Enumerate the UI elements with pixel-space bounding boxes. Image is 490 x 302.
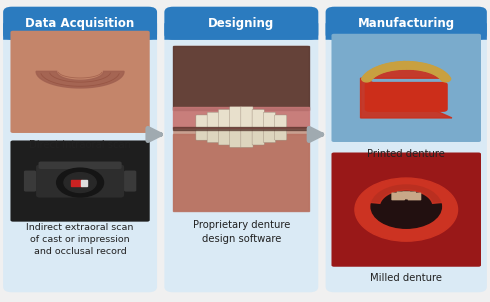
Circle shape — [406, 62, 418, 69]
Circle shape — [380, 64, 392, 71]
FancyBboxPatch shape — [207, 129, 220, 143]
FancyBboxPatch shape — [219, 109, 231, 127]
FancyBboxPatch shape — [241, 129, 253, 147]
FancyBboxPatch shape — [39, 162, 122, 169]
Text: Manufacturing: Manufacturing — [358, 17, 455, 30]
Circle shape — [363, 74, 373, 80]
FancyBboxPatch shape — [326, 7, 487, 292]
Text: Designing: Designing — [208, 17, 274, 30]
Bar — [81, 181, 87, 186]
Text: Proprietary denture
design software: Proprietary denture design software — [193, 220, 290, 244]
FancyBboxPatch shape — [230, 129, 242, 147]
Polygon shape — [173, 127, 310, 130]
FancyBboxPatch shape — [402, 191, 416, 199]
FancyBboxPatch shape — [207, 112, 220, 127]
FancyBboxPatch shape — [365, 82, 448, 112]
Text: Printed denture: Printed denture — [368, 149, 445, 159]
Text: Milled denture: Milled denture — [370, 273, 442, 283]
FancyBboxPatch shape — [164, 7, 318, 292]
FancyBboxPatch shape — [219, 129, 231, 145]
FancyBboxPatch shape — [331, 153, 481, 267]
FancyBboxPatch shape — [24, 171, 36, 191]
Circle shape — [417, 63, 429, 71]
Circle shape — [383, 63, 395, 71]
Circle shape — [430, 68, 441, 75]
FancyBboxPatch shape — [263, 129, 275, 143]
Circle shape — [436, 71, 446, 77]
Bar — [72, 181, 82, 186]
Polygon shape — [173, 46, 310, 111]
FancyBboxPatch shape — [10, 31, 150, 133]
Circle shape — [402, 62, 415, 69]
FancyBboxPatch shape — [173, 46, 310, 211]
FancyBboxPatch shape — [408, 193, 421, 201]
Circle shape — [371, 68, 382, 75]
Circle shape — [367, 71, 377, 77]
Polygon shape — [36, 71, 124, 88]
Polygon shape — [173, 134, 310, 211]
Circle shape — [438, 72, 448, 79]
FancyBboxPatch shape — [326, 23, 487, 40]
Circle shape — [64, 173, 96, 192]
Circle shape — [394, 62, 407, 69]
FancyBboxPatch shape — [397, 191, 410, 199]
Circle shape — [387, 63, 399, 70]
FancyBboxPatch shape — [164, 23, 318, 40]
FancyBboxPatch shape — [252, 129, 264, 145]
Circle shape — [441, 76, 451, 82]
FancyBboxPatch shape — [274, 115, 287, 127]
FancyBboxPatch shape — [196, 115, 208, 127]
FancyBboxPatch shape — [164, 7, 318, 40]
Circle shape — [365, 72, 375, 79]
Circle shape — [377, 65, 389, 72]
Circle shape — [398, 61, 411, 69]
Circle shape — [368, 69, 380, 76]
Circle shape — [424, 65, 436, 72]
Polygon shape — [361, 181, 452, 203]
Circle shape — [433, 69, 443, 76]
Circle shape — [374, 66, 385, 73]
FancyBboxPatch shape — [124, 171, 136, 191]
Circle shape — [362, 76, 372, 82]
FancyBboxPatch shape — [36, 165, 124, 198]
FancyBboxPatch shape — [241, 107, 253, 127]
FancyBboxPatch shape — [252, 109, 264, 127]
Polygon shape — [173, 108, 310, 128]
FancyBboxPatch shape — [3, 7, 157, 40]
FancyBboxPatch shape — [326, 7, 487, 40]
FancyBboxPatch shape — [331, 34, 481, 142]
FancyBboxPatch shape — [3, 23, 157, 40]
Circle shape — [371, 185, 441, 228]
Circle shape — [427, 66, 439, 73]
Circle shape — [57, 168, 103, 197]
Text: Data Acquisition: Data Acquisition — [25, 17, 135, 30]
Circle shape — [355, 178, 458, 241]
Text: Direct intraoral scan: Direct intraoral scan — [29, 140, 131, 150]
FancyBboxPatch shape — [274, 129, 287, 140]
Circle shape — [440, 74, 449, 80]
FancyBboxPatch shape — [392, 192, 405, 200]
Circle shape — [414, 63, 425, 70]
Polygon shape — [361, 63, 452, 118]
FancyBboxPatch shape — [3, 7, 157, 292]
FancyBboxPatch shape — [196, 129, 208, 140]
FancyBboxPatch shape — [230, 107, 242, 127]
FancyBboxPatch shape — [10, 140, 150, 222]
Circle shape — [391, 62, 403, 70]
FancyBboxPatch shape — [263, 112, 275, 127]
Circle shape — [410, 62, 422, 69]
Text: Indirect extraoral scan
of cast or impression
and occlusal record: Indirect extraoral scan of cast or impre… — [26, 223, 134, 256]
Circle shape — [421, 64, 432, 71]
